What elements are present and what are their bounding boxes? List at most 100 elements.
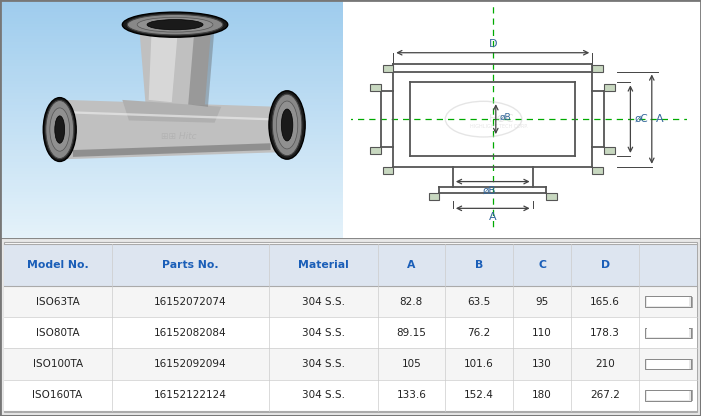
Text: Model No.: Model No. [27,260,88,270]
Bar [0,90,343,93]
Bar [645,390,691,401]
Ellipse shape [281,109,293,141]
Bar [0,156,343,159]
Ellipse shape [43,98,76,161]
Bar [0,162,343,165]
Bar [0,159,343,162]
Text: 16152072074: 16152072074 [154,297,227,307]
Bar [428,193,440,201]
Text: A: A [489,212,496,222]
Text: ⊞⊞ Hitc: ⊞⊞ Hitc [161,132,196,141]
Ellipse shape [147,20,203,30]
Bar [0,225,343,228]
Bar [0,39,343,42]
Bar [0,48,343,51]
Bar [0,135,343,138]
Text: ISO160TA: ISO160TA [32,390,83,400]
Text: 304 S.S.: 304 S.S. [302,359,345,369]
Text: 82.8: 82.8 [400,297,423,307]
Ellipse shape [137,17,213,32]
Bar [645,297,691,307]
Polygon shape [73,111,271,120]
Bar [647,328,693,339]
Text: øB: øB [483,186,496,196]
Text: 304 S.S.: 304 S.S. [302,297,345,307]
Text: øC: øC [635,114,648,124]
Bar [0,132,343,135]
Text: 210: 210 [595,359,615,369]
Bar [0,114,343,117]
Bar [0,84,343,87]
Text: A: A [656,114,664,124]
Bar [0,168,343,171]
Bar [0,33,343,36]
Bar [0,228,343,231]
Bar [0,27,343,30]
Ellipse shape [122,12,228,37]
Bar [0,201,343,204]
Bar [0,129,343,132]
Text: H⊕C: H⊕C [489,114,515,124]
Bar [0,235,343,238]
Bar [0,72,343,75]
Text: D: D [489,39,497,49]
Bar [0,196,343,198]
Text: 304 S.S.: 304 S.S. [302,390,345,400]
Bar [0,204,343,208]
Bar [0,123,343,126]
Text: 95: 95 [536,297,549,307]
Bar [4,244,697,286]
Text: 152.4: 152.4 [464,390,494,400]
Bar [0,18,343,21]
Bar [0,15,343,18]
Polygon shape [67,100,277,159]
Text: 178.3: 178.3 [590,328,620,338]
Bar [0,189,343,192]
Bar [604,147,615,154]
Bar [0,138,343,141]
Bar [546,193,557,201]
Text: 165.6: 165.6 [590,297,620,307]
Bar [0,54,343,57]
Text: A: A [407,260,416,270]
Text: 267.2: 267.2 [590,390,620,400]
Bar [0,198,343,201]
Text: Parts No.: Parts No. [162,260,219,270]
Text: C: C [538,260,546,270]
Bar [0,51,343,54]
Text: 76.2: 76.2 [468,328,491,338]
Bar [0,223,343,225]
Bar [0,165,343,168]
Bar [0,111,343,114]
Polygon shape [73,143,271,157]
Ellipse shape [272,94,302,156]
Bar [0,30,343,33]
Bar [0,192,343,196]
Bar [0,126,343,129]
Ellipse shape [55,116,64,143]
Text: 16152092094: 16152092094 [154,359,227,369]
Bar [0,147,343,150]
Bar [0,45,343,48]
Bar [0,87,343,90]
Polygon shape [188,25,215,107]
Text: 63.5: 63.5 [468,297,491,307]
Bar [0,75,343,78]
Bar [0,105,343,108]
Bar [370,84,381,92]
Bar [4,379,697,411]
Text: 180: 180 [532,390,552,400]
Bar [645,327,691,338]
Bar [0,141,343,144]
Text: 110: 110 [532,328,552,338]
Bar [0,42,343,45]
Bar [0,9,343,12]
Polygon shape [149,22,178,102]
Bar [645,359,691,369]
Bar [0,78,343,81]
Bar [592,167,603,173]
Bar [0,120,343,123]
Bar [647,297,689,306]
Bar [0,99,343,102]
Bar [0,12,343,15]
